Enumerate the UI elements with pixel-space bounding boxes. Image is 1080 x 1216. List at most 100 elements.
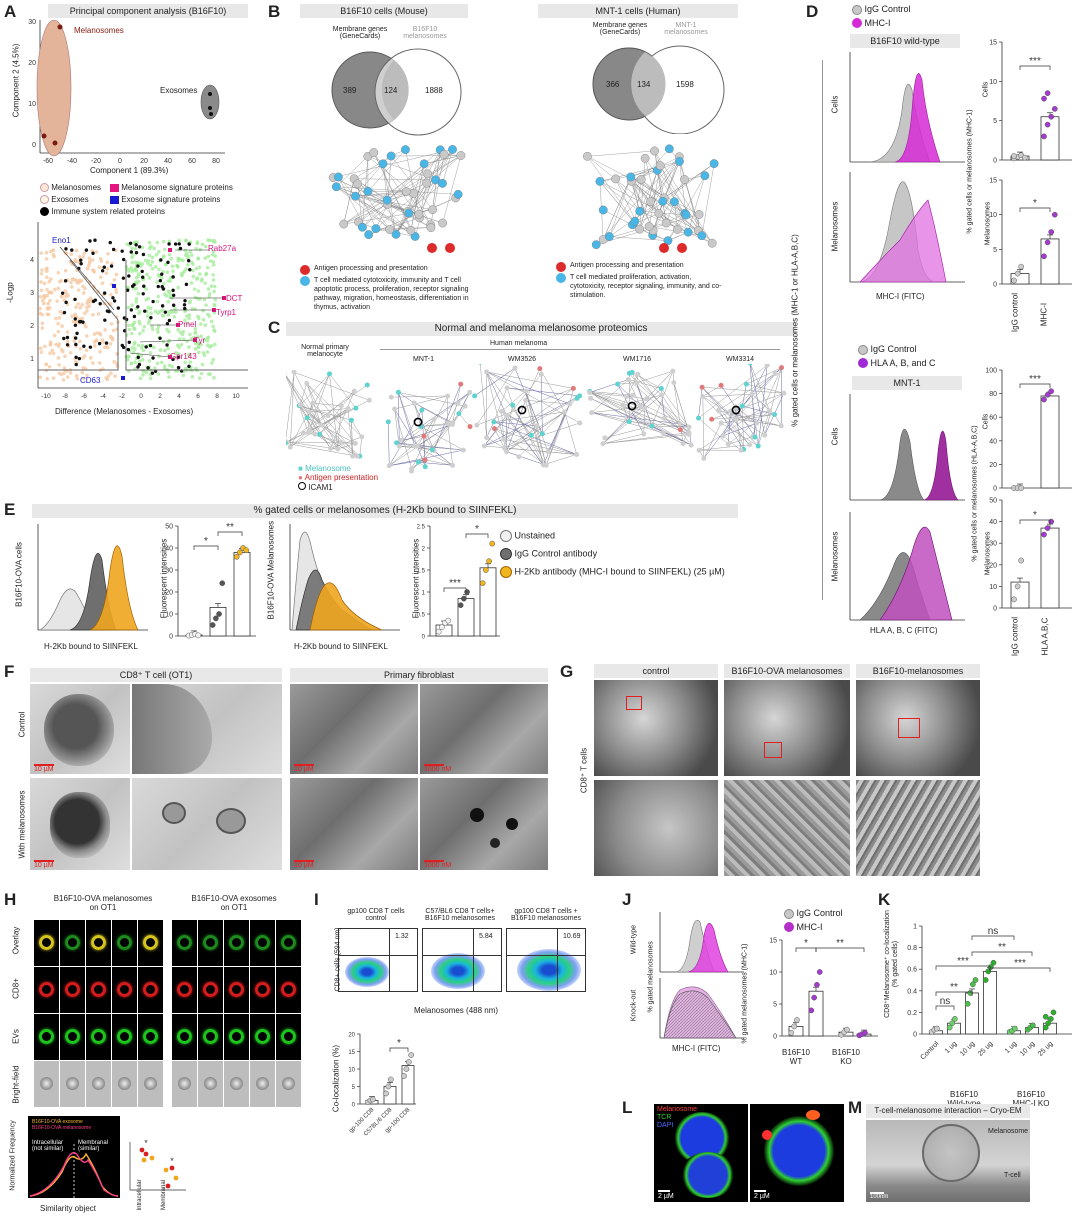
data-point bbox=[808, 1007, 815, 1014]
volcano-point-melanosome bbox=[213, 297, 218, 302]
c-network-edge bbox=[651, 371, 674, 427]
volcano-point-melanosome bbox=[146, 305, 151, 310]
c-network-edge bbox=[622, 374, 639, 406]
bar-tick-label: 0 bbox=[993, 486, 997, 493]
volcano-point-exosome bbox=[100, 338, 105, 342]
volcano-point-immune bbox=[136, 355, 140, 360]
volcano-point-exosome bbox=[109, 371, 113, 376]
volcano-point-melanosome bbox=[137, 311, 141, 316]
data-point bbox=[479, 580, 486, 587]
network-node bbox=[680, 175, 689, 184]
volcano-point-exosome bbox=[111, 328, 116, 333]
i-flow-plots: 1.32 5.84 10.69 bbox=[338, 928, 588, 994]
data-point bbox=[1021, 154, 1028, 161]
venn-human-mid: 134 bbox=[637, 80, 651, 89]
network-node bbox=[646, 197, 655, 207]
h-cell bbox=[204, 1077, 217, 1090]
volcano-point-immune bbox=[161, 287, 166, 291]
c-title: Normal and melanoma melanosome proteomic… bbox=[286, 322, 796, 336]
c-network-node bbox=[670, 368, 676, 374]
c-network-node bbox=[600, 441, 606, 447]
network-node-tcell bbox=[351, 191, 360, 201]
c-network-node bbox=[504, 385, 510, 391]
e-legend-igg: IgG Control antibody bbox=[514, 548, 598, 559]
volcano-point-melanosome bbox=[161, 269, 165, 274]
c-legend-icam1: ICAM1 bbox=[308, 483, 333, 492]
volcano-point-immune bbox=[77, 356, 82, 361]
h-cell bbox=[65, 935, 80, 950]
volcano-point-melanosome bbox=[207, 291, 212, 296]
volcano-point-melanosome bbox=[212, 289, 216, 294]
bar bbox=[808, 990, 824, 1037]
volcano-point-melanosome bbox=[205, 336, 210, 341]
volcano-point-melanosome bbox=[209, 284, 214, 288]
network-edge bbox=[660, 165, 699, 231]
volcano-point-exosome bbox=[56, 271, 61, 275]
c-network-edge bbox=[628, 379, 662, 389]
c-network-node bbox=[752, 434, 758, 440]
c-network-edge bbox=[486, 371, 507, 416]
volcano-point-melanosome bbox=[146, 296, 150, 301]
volcano-point-melanosome bbox=[150, 260, 155, 264]
gene-tyrp1: Tyrp1 bbox=[216, 308, 237, 317]
d-legend2-igg: IgG Control bbox=[870, 344, 917, 354]
j-legend-mhc: MHC-I bbox=[796, 921, 823, 932]
c-network-node bbox=[456, 411, 462, 417]
volcano-point-exosome bbox=[103, 328, 107, 332]
volcano-point-exosome bbox=[105, 267, 110, 271]
volcano-point-melanosome bbox=[203, 256, 208, 260]
network-edge bbox=[375, 227, 431, 229]
volcano-point-exosome bbox=[47, 279, 52, 284]
data-point bbox=[219, 580, 226, 587]
c-network-node bbox=[458, 381, 464, 387]
h-grid-melanosomes bbox=[34, 920, 166, 1110]
network-node-antigen bbox=[427, 243, 437, 253]
volcano-point-immune bbox=[141, 292, 145, 296]
c-network-edge bbox=[388, 421, 390, 466]
volcano-point-exosome bbox=[108, 342, 113, 346]
c-network-edge bbox=[389, 422, 453, 466]
c-network-edge bbox=[507, 387, 526, 392]
volcano-point-immune bbox=[78, 319, 83, 324]
h-dot-plot: ** bbox=[129, 1140, 186, 1191]
bar-tick-label: 5 bbox=[993, 118, 997, 125]
e-legend-unstained: Unstained bbox=[514, 530, 556, 541]
c-network-node bbox=[501, 436, 507, 442]
c-network-node bbox=[491, 419, 497, 425]
h-cell bbox=[66, 1077, 79, 1090]
c-network-edge bbox=[417, 445, 464, 451]
m-melanosome-label: Melanosome bbox=[988, 1128, 1029, 1135]
c-network-edge bbox=[590, 398, 692, 446]
volcano-point-melanosome bbox=[161, 281, 166, 286]
c-network-edge bbox=[493, 421, 577, 455]
volcano-point-melanosome bbox=[130, 246, 134, 250]
c-network-edge bbox=[329, 373, 338, 449]
c-network-edge bbox=[661, 394, 681, 425]
significance-bracket bbox=[465, 533, 489, 538]
volcano-ytick: 3 bbox=[30, 290, 34, 297]
network-node-tcell bbox=[331, 182, 341, 192]
volcano-point-immune bbox=[82, 344, 86, 348]
d-hist-top bbox=[849, 52, 965, 283]
network-node-tcell bbox=[386, 151, 396, 161]
c-network-edge bbox=[351, 420, 353, 457]
volcano-point-exosome bbox=[74, 305, 78, 309]
c-network-node bbox=[419, 407, 425, 413]
data-point bbox=[385, 1083, 392, 1090]
data-point bbox=[972, 977, 979, 983]
c-network-node bbox=[534, 423, 540, 429]
volcano-point-melanosome bbox=[160, 313, 165, 318]
volcano-point-immune bbox=[151, 356, 155, 360]
f-fibroblast-melanosome-zoom: 1000 nM bbox=[420, 778, 548, 870]
c-network-edge bbox=[525, 400, 570, 405]
volcano-point-melanosome bbox=[208, 372, 213, 376]
c-network-edge bbox=[503, 398, 578, 440]
data-point bbox=[1041, 133, 1047, 140]
volcano-point-melanosome bbox=[197, 265, 202, 269]
c-network-edge bbox=[312, 403, 342, 406]
volcano-point-melanosome bbox=[147, 359, 152, 363]
c-network-edge bbox=[589, 391, 630, 422]
volcano-point-melanosome bbox=[156, 294, 160, 299]
volcano-point-immune bbox=[111, 296, 115, 300]
volcano-point-exosome bbox=[39, 288, 44, 293]
